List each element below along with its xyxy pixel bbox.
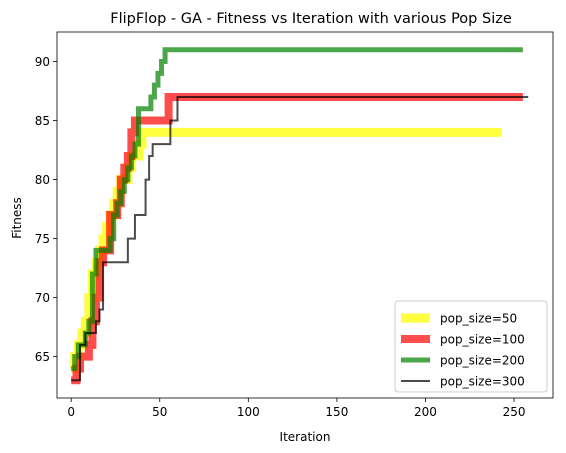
chart-title: FlipFlop - GA - Fitness vs Iteration wit… — [110, 11, 512, 27]
x-tick-label: 0 — [67, 405, 75, 419]
y-tick-label: 85 — [35, 114, 50, 128]
x-axis-label: Iteration — [280, 430, 331, 444]
x-tick-label: 200 — [414, 405, 437, 419]
y-tick-label: 75 — [35, 232, 50, 246]
plot-frame — [56, 31, 554, 399]
y-axis-label: Fitness — [10, 197, 24, 239]
x-axis-ticks: 0 50 100 150 200 250 — [67, 398, 525, 419]
legend-label: pop_size=50 — [440, 312, 517, 326]
legend-label: pop_size=200 — [440, 354, 525, 368]
y-tick-label: 70 — [35, 291, 50, 305]
legend-label: pop_size=300 — [440, 375, 525, 389]
x-tick-label: 50 — [152, 405, 167, 419]
legend-label: pop_size=100 — [440, 333, 525, 347]
x-tick-label: 250 — [503, 405, 526, 419]
x-tick-label: 100 — [237, 405, 260, 419]
y-tick-label: 80 — [35, 173, 50, 187]
x-tick-label: 150 — [325, 405, 348, 419]
legend: pop_size=50 pop_size=100 pop_size=200 pop_s… — [394, 300, 548, 393]
y-tick-label: 65 — [35, 350, 50, 364]
plot-series — [70, 47, 529, 385]
series-line-pop-size-300 — [71, 95, 529, 382]
y-axis-ticks: 65 70 75 80 85 90 — [35, 55, 57, 364]
y-tick-label: 90 — [35, 55, 50, 69]
legend-box — [394, 300, 548, 393]
